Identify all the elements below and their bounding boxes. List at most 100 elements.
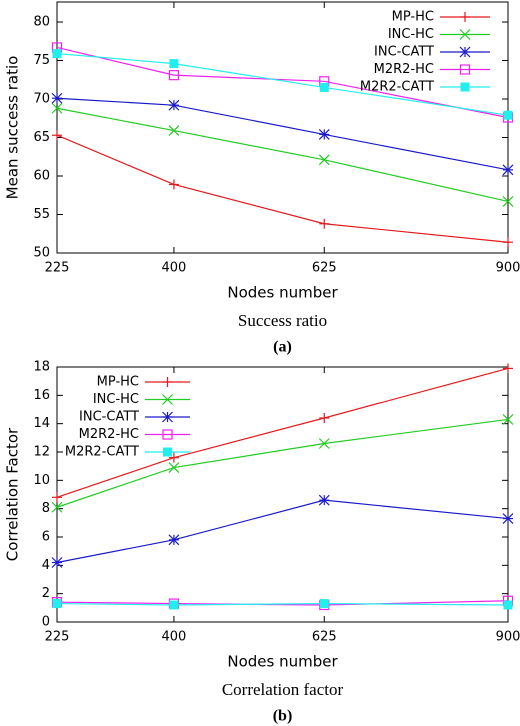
y-tick-label: 0 bbox=[42, 615, 50, 630]
marker-stroke bbox=[168, 534, 180, 546]
series-line bbox=[56, 602, 509, 606]
marker-stroke bbox=[502, 164, 514, 176]
marker-stroke bbox=[168, 462, 180, 474]
data-point bbox=[503, 600, 513, 610]
legend-label: MP-HC bbox=[392, 10, 434, 25]
data-point bbox=[502, 513, 514, 525]
y-tick-label: 18 bbox=[33, 360, 50, 375]
y-tick-label: 2 bbox=[42, 586, 50, 601]
panel-label: (a) bbox=[273, 339, 292, 356]
y-tick-label: 65 bbox=[33, 130, 50, 145]
data-point bbox=[51, 501, 63, 513]
legend-label: INC-HC bbox=[388, 27, 434, 42]
marker-stroke bbox=[502, 195, 514, 207]
marker-stroke bbox=[51, 501, 63, 513]
data-point bbox=[503, 110, 513, 120]
data-point bbox=[51, 102, 63, 114]
legend-marker bbox=[162, 429, 173, 440]
marker-stroke bbox=[318, 129, 330, 140]
marker-stroke bbox=[502, 513, 514, 525]
data-point bbox=[318, 494, 330, 506]
marker-box bbox=[319, 599, 329, 609]
y-tick-label: 12 bbox=[33, 445, 50, 460]
marker-stroke bbox=[51, 102, 63, 114]
marker-box bbox=[52, 49, 62, 59]
data-point bbox=[52, 599, 62, 609]
marker-box bbox=[162, 429, 173, 440]
x-axis-label: Nodes number bbox=[227, 653, 338, 671]
marker-box bbox=[460, 82, 470, 92]
marker-stroke bbox=[459, 29, 471, 40]
y-tick-label: 75 bbox=[33, 53, 50, 68]
data-point bbox=[169, 600, 179, 610]
marker-stroke bbox=[162, 411, 173, 423]
x-tick-label: 225 bbox=[45, 261, 70, 276]
legend-marker bbox=[162, 394, 173, 405]
legend-marker bbox=[459, 46, 471, 58]
x-tick-label: 225 bbox=[45, 630, 70, 645]
data-point bbox=[52, 130, 62, 141]
y-axis-label: Correlation Factor bbox=[4, 427, 22, 561]
marker-box bbox=[163, 447, 172, 457]
data-point bbox=[168, 125, 180, 137]
y-tick-label: 70 bbox=[33, 92, 50, 107]
x-tick-label: 400 bbox=[162, 630, 187, 645]
x-tick-label: 900 bbox=[496, 630, 520, 645]
legend-label: M2R2-HC bbox=[79, 427, 139, 442]
data-point bbox=[168, 179, 179, 190]
marker-box bbox=[168, 70, 180, 81]
series-line bbox=[56, 499, 509, 564]
legend-label: INC-CATT bbox=[374, 45, 434, 60]
x-tick-label: 900 bbox=[496, 261, 520, 276]
caption: Correlation factor bbox=[222, 680, 344, 699]
marker-stroke bbox=[51, 92, 63, 104]
y-tick-label: 8 bbox=[42, 501, 50, 516]
data-point bbox=[318, 154, 330, 166]
marker-box bbox=[503, 110, 513, 120]
data-point bbox=[502, 195, 514, 207]
data-point bbox=[502, 164, 514, 176]
caption: Success ratio bbox=[238, 311, 327, 330]
data-point bbox=[318, 129, 330, 140]
legend-marker bbox=[162, 411, 173, 423]
data-point bbox=[168, 462, 180, 474]
data-point bbox=[168, 452, 179, 463]
data-point bbox=[503, 237, 513, 248]
data-point bbox=[318, 438, 330, 449]
x-axis-label: Nodes number bbox=[227, 284, 338, 302]
marker-stroke bbox=[318, 438, 330, 449]
series-line bbox=[56, 107, 509, 202]
marker-box bbox=[169, 600, 179, 610]
y-tick-label: 16 bbox=[33, 388, 50, 403]
data-point bbox=[168, 534, 180, 546]
marker-stroke bbox=[502, 413, 514, 425]
legend-marker bbox=[459, 64, 471, 75]
y-tick-label: 10 bbox=[33, 473, 50, 488]
series-line bbox=[56, 97, 509, 171]
series-line bbox=[56, 418, 509, 508]
data-point bbox=[51, 557, 63, 568]
marker-stroke bbox=[162, 394, 173, 405]
marker-box bbox=[503, 600, 513, 610]
data-point bbox=[52, 492, 62, 503]
data-point bbox=[52, 49, 62, 59]
y-tick-label: 50 bbox=[33, 246, 50, 261]
y-tick-label: 6 bbox=[42, 530, 50, 545]
data-point bbox=[502, 413, 514, 425]
y-axis-label: Mean success ratio bbox=[4, 56, 22, 200]
marker-stroke bbox=[51, 557, 63, 568]
legend-label: INC-HC bbox=[93, 392, 139, 407]
legend-label: M2R2-HC bbox=[374, 62, 434, 77]
data-point bbox=[319, 413, 330, 423]
plot-frame bbox=[56, 1, 509, 254]
data-point bbox=[319, 218, 330, 229]
legend-marker bbox=[459, 29, 471, 40]
y-tick-label: 80 bbox=[33, 15, 50, 30]
marker-stroke bbox=[168, 99, 180, 111]
data-point bbox=[169, 59, 179, 69]
y-tick-label: 55 bbox=[33, 207, 50, 222]
y-tick-label: 4 bbox=[42, 558, 50, 573]
marker-stroke bbox=[318, 154, 330, 166]
panel-label: (b) bbox=[273, 708, 293, 725]
series-line bbox=[56, 367, 509, 498]
